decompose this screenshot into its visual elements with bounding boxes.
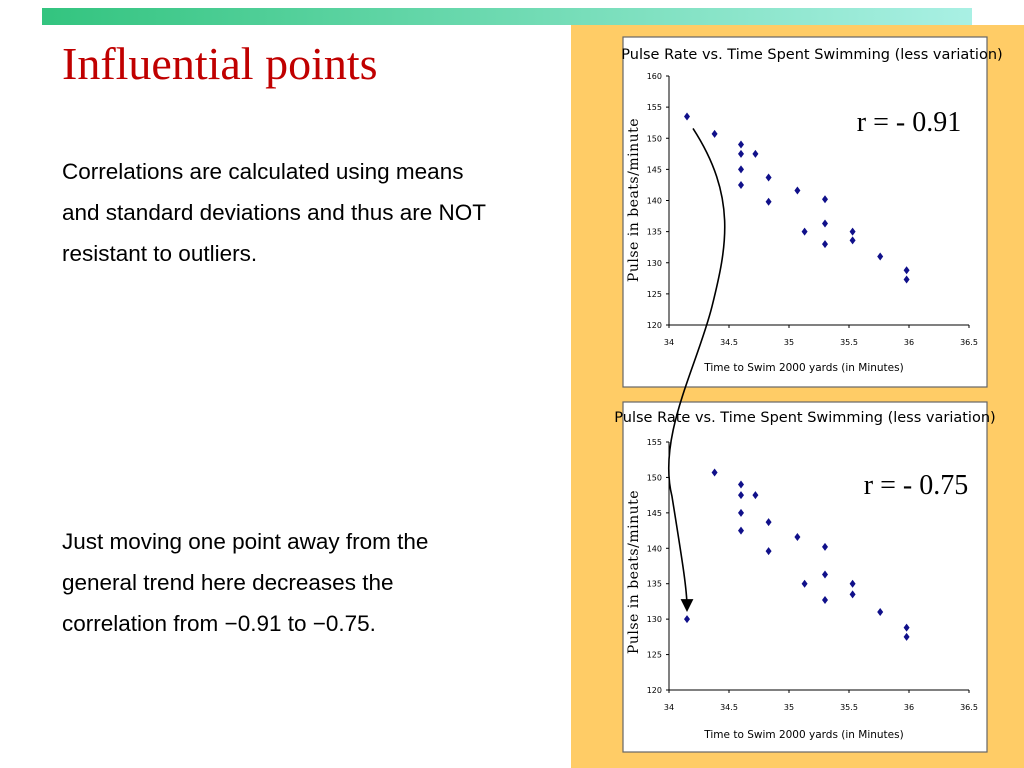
data-point — [738, 508, 744, 517]
data-point — [752, 149, 759, 158]
data-point — [822, 596, 828, 605]
y-tick-label: 125 — [647, 290, 662, 299]
y-tick-label: 120 — [647, 686, 662, 695]
y-tick-label: 155 — [647, 438, 662, 447]
y-axis-title: Pulse in beats/minute — [626, 118, 642, 282]
data-point — [794, 532, 801, 541]
data-point — [822, 195, 828, 204]
data-point — [903, 275, 910, 284]
x-tick-label: 35.5 — [840, 338, 858, 347]
data-point — [684, 112, 690, 121]
data-point — [765, 173, 772, 182]
data-point — [903, 266, 910, 275]
y-tick-label: 135 — [647, 228, 662, 237]
y-tick-label: 145 — [647, 509, 662, 518]
correlation-annotation: r = - 0.91 — [857, 107, 961, 138]
x-tick-label: 36.5 — [960, 338, 978, 347]
y-tick-label: 120 — [647, 321, 662, 330]
data-point — [711, 129, 718, 138]
data-point — [738, 149, 744, 158]
paragraph-moving-point: Just moving one point away from the gene… — [62, 529, 429, 636]
x-tick-label: 35 — [784, 338, 794, 347]
data-point — [849, 227, 856, 236]
chart-2: 120 125 130 135 140 145 150 155 34 34.5 35 35.5 36 36… — [614, 401, 996, 753]
y-tick-label: 155 — [647, 103, 662, 112]
paragraph-correlation-resistance: Correlations are calculated using means … — [62, 159, 486, 266]
data-point — [877, 608, 884, 617]
y-tick-label: 130 — [647, 615, 662, 624]
data-point — [903, 623, 910, 632]
y-axis-title: Pulse in beats/minute — [626, 490, 642, 654]
data-point — [903, 632, 910, 641]
data-point — [738, 140, 744, 149]
y-tick-label: 140 — [647, 544, 662, 553]
header-gradient-bar — [42, 8, 972, 25]
data-point — [752, 491, 759, 500]
data-point — [765, 518, 772, 527]
data-point — [822, 219, 828, 228]
data-point — [738, 180, 744, 189]
data-point — [765, 547, 772, 556]
x-tick-label: 35 — [784, 703, 794, 712]
x-tick-label: 36 — [904, 703, 914, 712]
data-point — [822, 542, 828, 551]
data-point — [684, 615, 690, 624]
y-tick-label: 160 — [647, 72, 662, 81]
data-point — [822, 240, 828, 249]
data-point — [849, 236, 856, 245]
chart-title: Pulse Rate vs. Time Spent Swimming (less… — [614, 410, 995, 426]
data-point — [738, 491, 744, 500]
moved-point-arrow — [667, 128, 726, 612]
y-tick-label: 140 — [647, 197, 662, 206]
data-point — [849, 590, 856, 599]
y-tick-label: 135 — [647, 580, 662, 589]
data-point — [738, 165, 744, 174]
chart-1: 120 125 130 135 140 145 150 155 160 34 34.5 35 35.5 3… — [621, 36, 1003, 388]
chart-frame — [622, 401, 988, 753]
data-point — [765, 197, 772, 206]
data-point — [877, 252, 884, 261]
data-point — [801, 579, 808, 588]
y-tick-label: 150 — [647, 134, 662, 143]
y-tick-label: 145 — [647, 165, 662, 174]
y-tick-label: 150 — [647, 473, 662, 482]
chart-title: Pulse Rate vs. Time Spent Swimming (less… — [621, 47, 1002, 63]
x-tick-label: 36.5 — [960, 703, 978, 712]
y-tick-label: 130 — [647, 259, 662, 268]
data-point — [738, 480, 744, 489]
x-tick-label: 34 — [664, 338, 674, 347]
correlation-annotation: r = - 0.75 — [864, 470, 968, 501]
data-point — [738, 526, 744, 535]
x-tick-label: 34.5 — [720, 703, 738, 712]
x-tick-label: 34.5 — [720, 338, 738, 347]
data-point — [801, 227, 808, 236]
slide-title: Influential points — [62, 38, 378, 89]
x-tick-label: 35.5 — [840, 703, 858, 712]
x-axis-title: Time to Swim 2000 yards (in Minutes) — [703, 729, 903, 741]
chart-frame — [622, 36, 988, 388]
data-point — [794, 186, 801, 195]
x-tick-label: 34 — [664, 703, 674, 712]
data-point — [711, 468, 718, 477]
x-axis-title: Time to Swim 2000 yards (in Minutes) — [703, 362, 903, 374]
data-point — [822, 570, 828, 579]
data-point — [849, 579, 856, 588]
x-tick-label: 36 — [904, 338, 914, 347]
y-tick-label: 125 — [647, 651, 662, 660]
